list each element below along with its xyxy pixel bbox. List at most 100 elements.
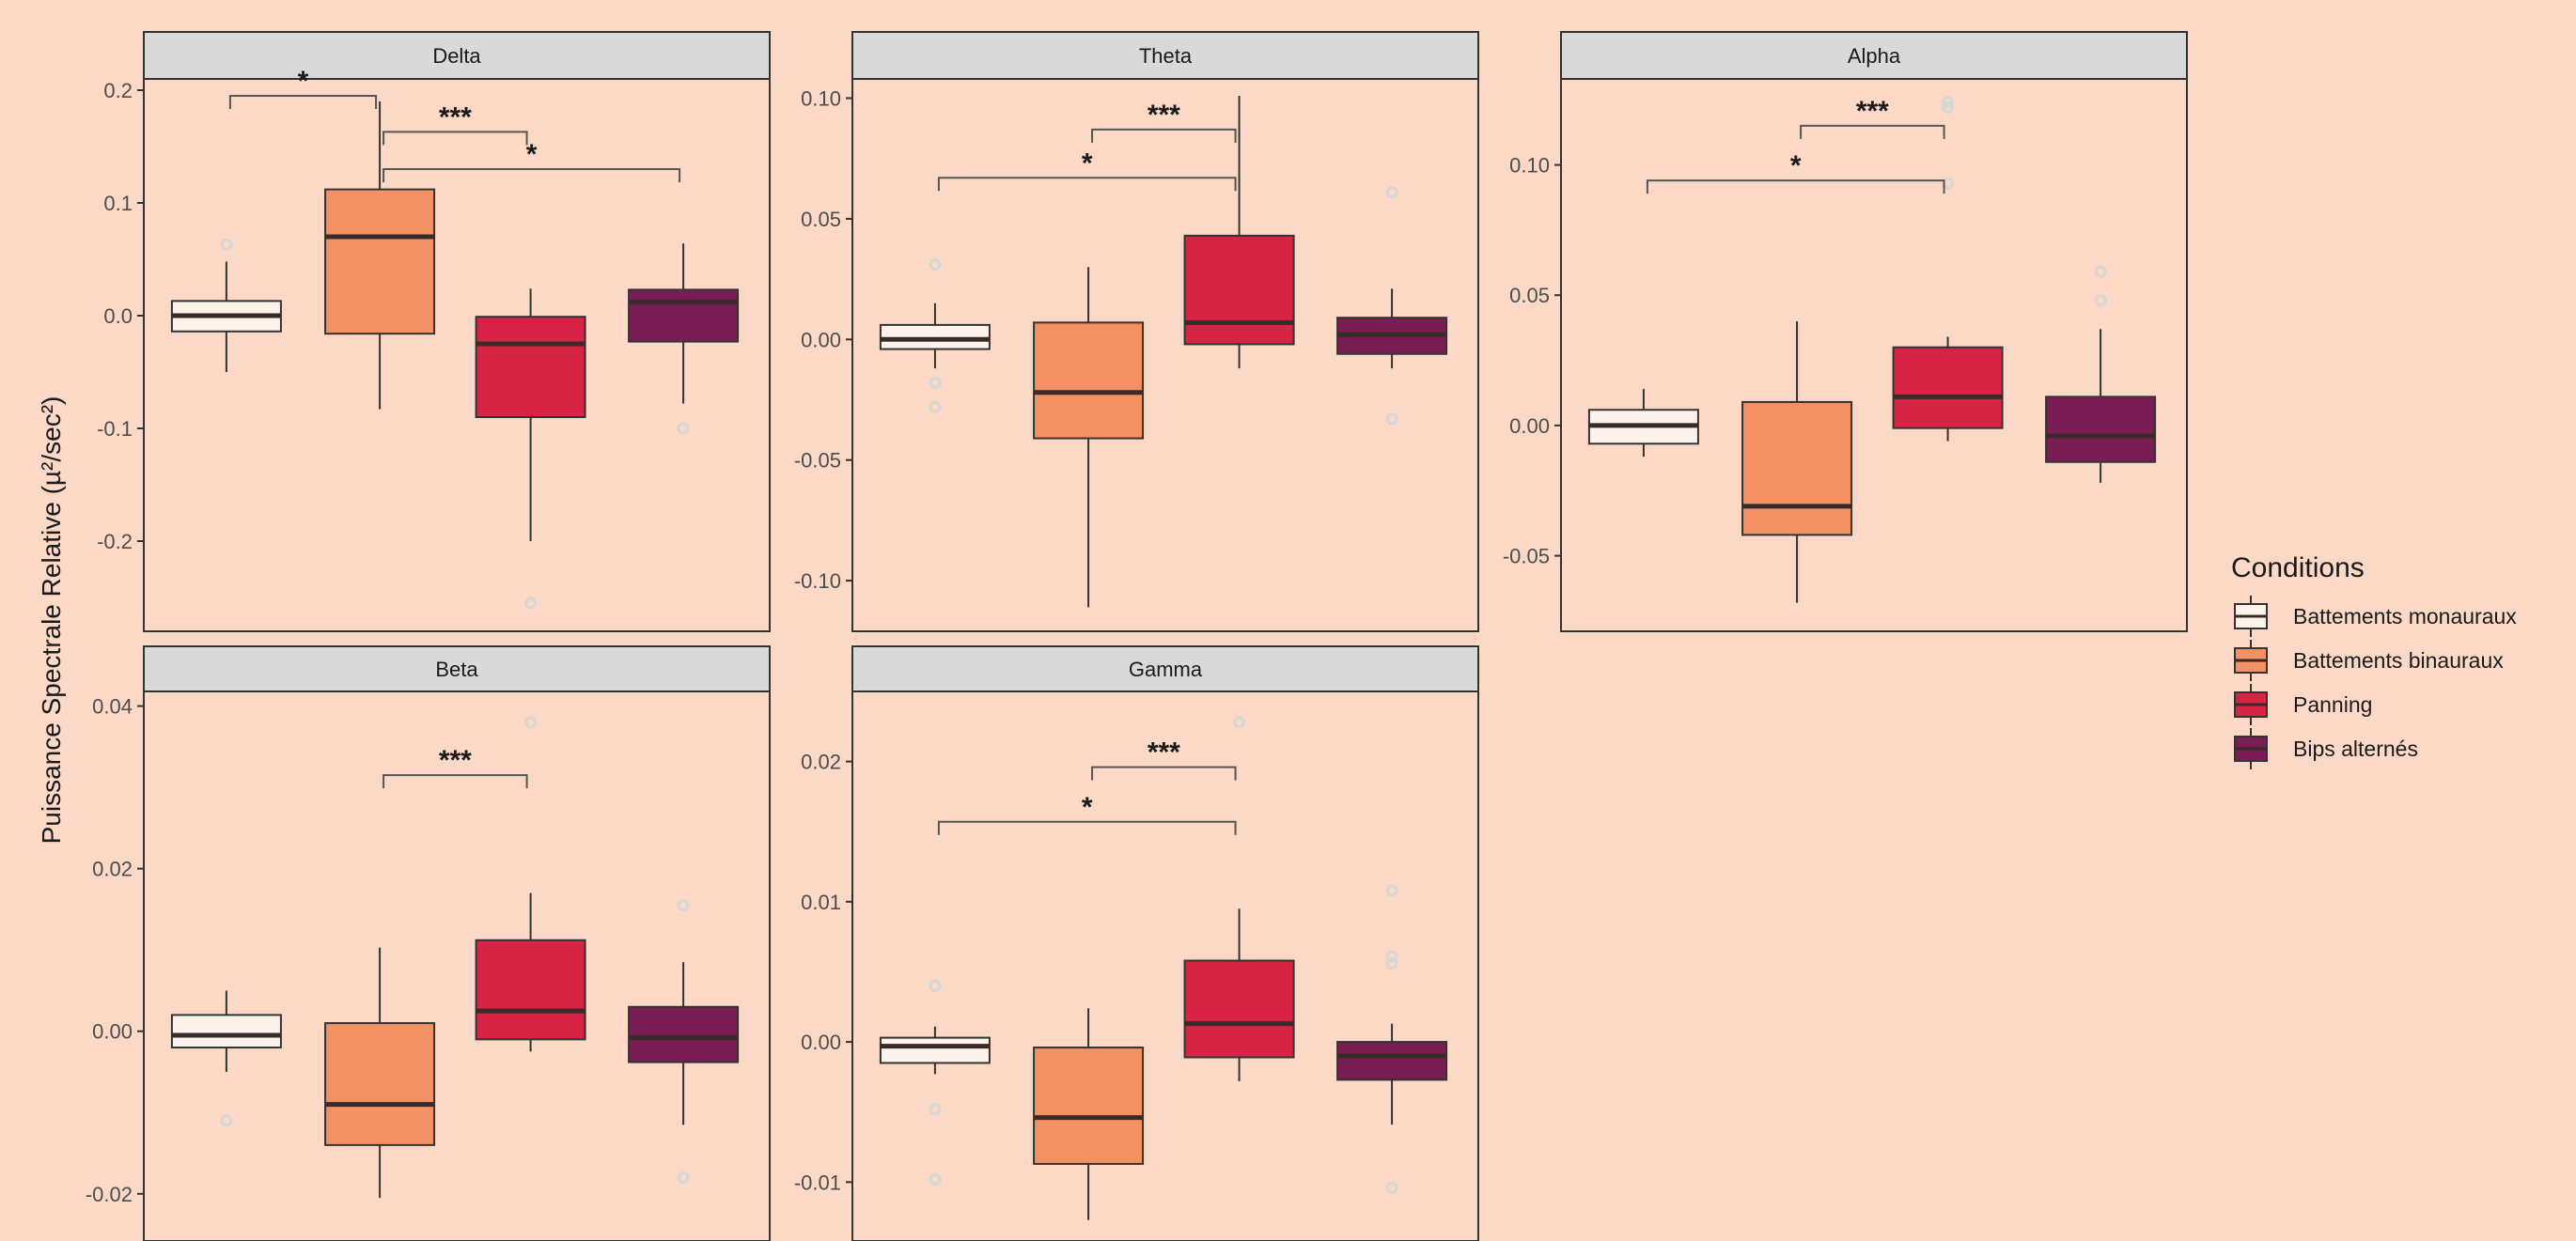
y-tick-label: 0.02 <box>801 751 841 774</box>
legend-label: Panning <box>2293 692 2372 717</box>
box-body <box>170 1014 282 1049</box>
outlier-point <box>1233 716 1246 729</box>
bracket-line <box>1800 124 1945 139</box>
box-2 <box>475 716 586 1052</box>
box-1 <box>1033 1008 1145 1220</box>
facet-strip <box>1560 31 2188 80</box>
box-body <box>879 1036 991 1064</box>
box-3 <box>628 899 740 1184</box>
outlier-point <box>1385 884 1398 897</box>
y-tick-label: 0.2 <box>103 79 133 102</box>
y-tick-label: -0.02 <box>86 1183 133 1206</box>
legend-label: Battements monauraux <box>2293 604 2517 628</box>
outlier-point <box>1385 1181 1398 1194</box>
y-tick-label: -0.2 <box>97 530 133 553</box>
box-body <box>2045 396 2157 463</box>
facet-panel-delta: Delta-0.2-0.10.00.10.2 ***** <box>97 31 771 632</box>
significance-bracket: *** <box>1091 100 1237 143</box>
significance-bracket: *** <box>1800 96 1945 139</box>
box-body <box>1183 959 1295 1059</box>
bracket-line <box>382 168 681 182</box>
box-2 <box>1183 95 1295 369</box>
box-3 <box>1336 186 1448 426</box>
outlier-point <box>524 597 538 610</box>
outlier-point <box>1385 950 1398 963</box>
box-0 <box>170 990 282 1127</box>
outlier-point <box>929 1103 942 1116</box>
significance-label: *** <box>439 101 472 132</box>
significance-bracket: * <box>937 147 1237 192</box>
outlier-point <box>2094 294 2107 307</box>
legend-item: Bips alternés <box>2234 728 2418 769</box>
box-body <box>1183 234 1295 346</box>
panel-border <box>143 690 771 1241</box>
y-tick-label: -0.01 <box>794 1171 841 1194</box>
facet-panel-theta: Theta-0.10-0.050.000.050.10**** <box>794 31 1479 632</box>
y-tick-label: 0.00 <box>92 1020 133 1044</box>
panels-layer: Delta-0.2-0.10.00.10.2 *****Theta-0.10-0.… <box>86 31 2188 1241</box>
outlier-point <box>1942 96 1955 109</box>
legend-label: Bips alternés <box>2293 737 2418 761</box>
bracket-line <box>937 820 1237 835</box>
y-tick-label: 0.0 <box>103 304 133 328</box>
y-tick-label: -0.05 <box>794 449 841 473</box>
outlier-point <box>929 1172 942 1186</box>
facet-strip <box>143 645 771 692</box>
box-1 <box>324 947 436 1199</box>
y-tick-label: 0.10 <box>801 87 841 111</box>
facet-title: Alpha <box>1848 44 1901 68</box>
legend: Conditions Battements monauraux Battement… <box>2231 552 2517 769</box>
y-tick-label: 0.05 <box>1509 284 1550 307</box>
outlier-point <box>929 377 942 390</box>
facet-strip <box>851 645 1479 692</box>
significance-bracket: * <box>1646 150 1945 194</box>
legend-item: Battements monauraux <box>2234 596 2517 637</box>
box-3 <box>2045 265 2157 483</box>
box-0 <box>1587 389 1699 458</box>
significance-bracket: *** <box>1091 737 1237 781</box>
y-tick-label: 0.04 <box>92 695 133 719</box>
significance-bracket: *** <box>382 745 528 789</box>
bracket-line <box>382 774 528 789</box>
y-tick-label: 0.01 <box>801 891 841 914</box>
significance-label: *** <box>1147 737 1180 768</box>
outlier-point <box>677 1171 690 1184</box>
y-tick-label: -0.05 <box>1503 545 1550 568</box>
bracket-line <box>1091 128 1237 143</box>
y-tick-label: 0.1 <box>103 192 133 215</box>
y-tick-label: 0.00 <box>801 1031 841 1054</box>
box-body <box>1741 400 1853 536</box>
significance-label: * <box>1082 147 1093 178</box>
significance-label: *** <box>1147 100 1180 131</box>
outlier-point <box>929 258 942 271</box>
box-body <box>628 288 740 343</box>
outlier-point <box>2094 265 2107 278</box>
box-0 <box>170 238 282 372</box>
y-tick-label: 0.02 <box>92 858 133 881</box>
box-3 <box>1336 884 1448 1194</box>
facet-panel-beta: Beta -0.02 0.00 0.02 0.04 *** <box>86 645 771 1241</box>
box-0 <box>879 258 991 413</box>
panel-border <box>851 690 1479 1241</box>
box-1 <box>324 101 436 410</box>
significance-bracket: * <box>382 139 681 182</box>
outlier-point <box>929 979 942 992</box>
panel-border <box>143 78 771 632</box>
bracket-line <box>382 131 528 146</box>
outlier-point <box>677 899 690 912</box>
outlier-point <box>220 238 233 251</box>
outlier-point <box>524 716 538 729</box>
y-tick-label: 0.05 <box>801 208 841 231</box>
box-body <box>1033 321 1145 440</box>
outlier-point <box>1385 186 1398 199</box>
significance-bracket: * <box>937 792 1237 835</box>
box-body <box>1892 346 2004 429</box>
box-body <box>628 1005 740 1063</box>
outlier-point <box>1385 412 1398 426</box>
box-body <box>1336 1041 1448 1081</box>
box-0 <box>879 979 991 1186</box>
panel-border <box>851 78 1479 632</box>
y-tick-label: 0.10 <box>1509 154 1550 178</box>
outlier-point <box>1942 101 1955 115</box>
